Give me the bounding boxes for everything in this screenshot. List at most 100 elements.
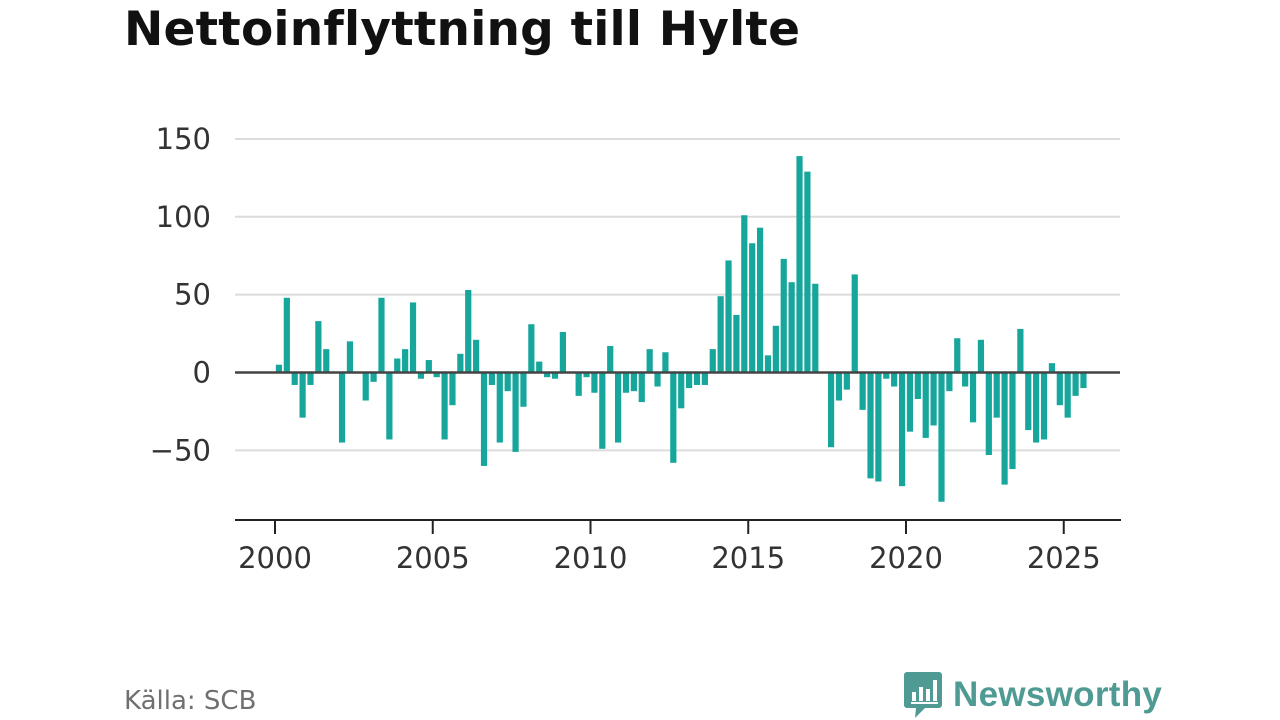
y-tick-label: 50: [174, 278, 211, 312]
bar: [772, 325, 779, 373]
bar: [804, 171, 811, 373]
bar: [1048, 363, 1056, 373]
newsworthy-logo-icon: [904, 672, 942, 718]
bar: [512, 372, 519, 452]
bar: [717, 296, 724, 373]
bar: [544, 372, 551, 378]
bar: [654, 372, 661, 387]
bar: [607, 346, 614, 373]
bar: [906, 372, 914, 432]
bar: [496, 372, 503, 443]
bar: [402, 349, 409, 373]
bar: [851, 274, 858, 373]
bar: [299, 372, 306, 418]
bar: [891, 372, 898, 387]
bar: [1009, 372, 1016, 470]
bar: [662, 352, 669, 373]
bar: [678, 372, 685, 409]
bar: [378, 297, 385, 373]
chart-title: Nettoinflyttning till Hylte: [124, 2, 801, 57]
bar: [283, 297, 290, 373]
y-tick-label: 150: [156, 122, 211, 156]
bar: [756, 227, 764, 373]
bar: [859, 372, 866, 410]
bar: [394, 358, 401, 373]
bar: [646, 349, 653, 373]
newsworthy-logo[interactable]: Newsworthy: [903, 670, 1162, 720]
bar: [433, 372, 440, 378]
bar: [575, 372, 582, 396]
bar: [883, 372, 890, 379]
bar: [843, 372, 850, 390]
bar: [291, 372, 298, 385]
bar: [338, 372, 346, 443]
bar: [630, 372, 637, 392]
bar: [473, 339, 480, 373]
bar: [796, 156, 803, 373]
bar: [362, 372, 369, 401]
bar: [962, 372, 969, 387]
bar: [764, 355, 772, 373]
bar: [465, 289, 472, 373]
bar: [638, 372, 645, 403]
bar: [315, 321, 322, 373]
bar: [480, 372, 488, 466]
x-axis: 2000 2005 2010 2015 2020 2025: [235, 519, 1121, 575]
bars: [235, 156, 1120, 502]
bar: [346, 341, 354, 373]
bar: [693, 372, 701, 385]
bar: [528, 324, 535, 373]
bar: [583, 372, 590, 378]
bar: [559, 332, 566, 373]
y-axis-tick-labels: −50 0 50 100 150: [150, 122, 211, 467]
bar: [835, 372, 843, 401]
bar: [449, 372, 456, 406]
bar: [441, 372, 448, 440]
bar: [1056, 372, 1063, 406]
x-tick-label: 2020: [869, 541, 943, 575]
bar: [780, 258, 787, 373]
bar: [827, 372, 835, 448]
bar: [701, 372, 708, 385]
bar: [417, 372, 425, 379]
bar: [954, 338, 961, 373]
bar: [977, 339, 985, 373]
bar: [914, 372, 921, 399]
bar: [1001, 372, 1008, 485]
bar: [985, 372, 992, 456]
bar: [425, 360, 432, 373]
bar: [867, 372, 874, 479]
bar: [1040, 372, 1048, 440]
bar: [409, 302, 417, 373]
bar: [599, 372, 606, 449]
bar: [1033, 372, 1040, 443]
bar: [1064, 372, 1071, 418]
bar: [725, 260, 732, 373]
bar: [938, 372, 945, 502]
bar: [323, 349, 330, 373]
bar: [749, 243, 756, 373]
bar: [788, 282, 795, 373]
bar: [670, 372, 677, 463]
x-tick-label: 2015: [711, 541, 785, 575]
bar: [812, 283, 819, 373]
bar: [922, 372, 929, 438]
bar: [536, 361, 543, 373]
bar: [591, 372, 598, 393]
bar: [504, 372, 511, 392]
bar: [307, 372, 314, 385]
bar: [946, 372, 953, 392]
bar: [930, 372, 937, 426]
bar: [615, 372, 622, 443]
brand-name: Newsworthy: [953, 675, 1163, 714]
bar: [520, 372, 527, 407]
grid-lines: [235, 137, 1120, 452]
bar: [741, 215, 748, 373]
bar: [685, 372, 693, 389]
y-tick-label: 0: [193, 356, 211, 390]
bar: [993, 372, 1000, 418]
bar: [622, 372, 630, 393]
bar: [370, 372, 377, 382]
bar: [1072, 372, 1079, 396]
bar: [709, 349, 716, 373]
